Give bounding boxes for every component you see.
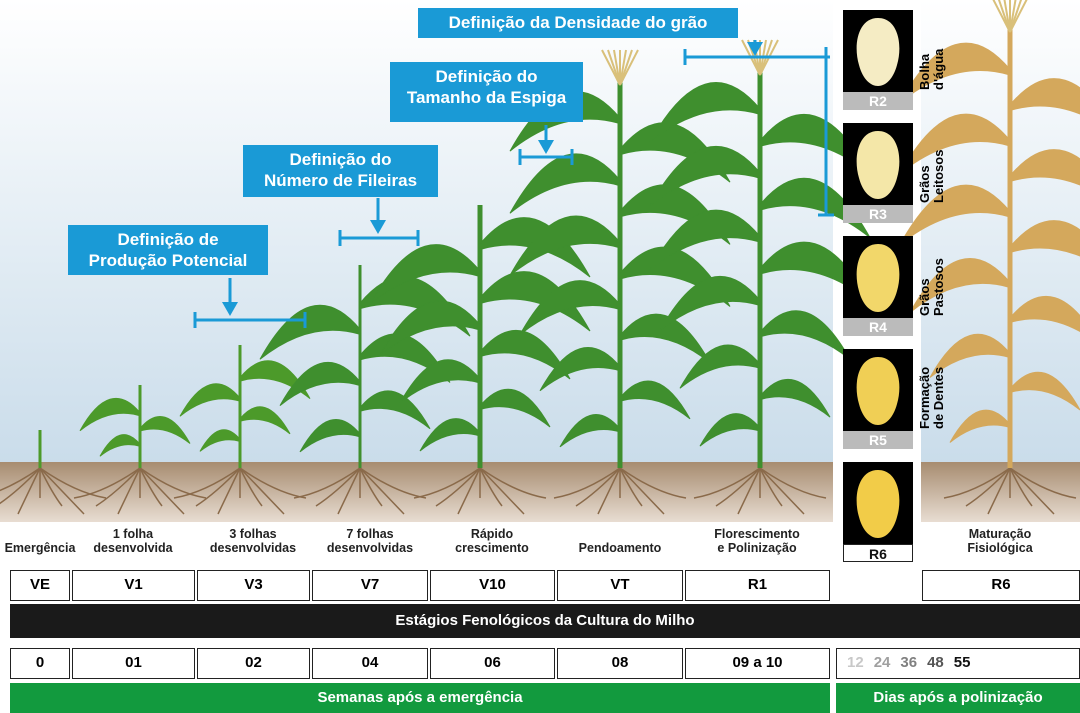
annotation-box: Definição deProdução Potencial bbox=[68, 225, 268, 275]
stage-description-line: Fisiológica bbox=[967, 541, 1032, 555]
annotation-text: Tamanho da Espiga bbox=[390, 87, 583, 108]
kernel-label-line: d'água bbox=[932, 49, 946, 90]
stage-description-line: Pendoamento bbox=[579, 541, 662, 555]
kernel-label-line: Leitosos bbox=[932, 150, 946, 203]
kernel bbox=[843, 236, 913, 318]
day-value: 36 bbox=[900, 654, 917, 671]
kernel-code: R3 bbox=[843, 205, 913, 223]
day-value: 24 bbox=[874, 654, 891, 671]
week-value: 0 bbox=[10, 648, 70, 679]
kernel bbox=[843, 349, 913, 431]
stage-code: VE bbox=[10, 570, 70, 601]
kernel-label-line: Bolha bbox=[918, 49, 932, 90]
week-value: 02 bbox=[197, 648, 310, 679]
stage-description-line: Emergência bbox=[5, 541, 76, 555]
weeks-banner: Semanas após a emergência bbox=[10, 683, 830, 713]
stage-description: 3 folhasdesenvolvidas bbox=[210, 527, 296, 555]
stage-description-line: e Polinização bbox=[714, 541, 799, 555]
annotation-text: Definição da Densidade do grão bbox=[418, 12, 738, 33]
kernel-label: Bolhad'água bbox=[918, 49, 946, 90]
week-value: 06 bbox=[430, 648, 555, 679]
annotation-text: Definição do bbox=[390, 66, 583, 87]
stage-description-line: 1 folha bbox=[93, 527, 172, 541]
kernel-shape bbox=[857, 357, 900, 425]
week-value: 09 a 10 bbox=[685, 648, 830, 679]
annotation-text: Produção Potencial bbox=[68, 250, 268, 271]
stage-code: V7 bbox=[312, 570, 428, 601]
kernel-code: R6 bbox=[843, 544, 913, 562]
stage-code: R6 bbox=[922, 570, 1080, 601]
annotation-box: Definição da Densidade do grão bbox=[418, 8, 738, 38]
stage-code: R1 bbox=[685, 570, 830, 601]
day-value: 12 bbox=[847, 654, 864, 671]
stage-description-line: crescimento bbox=[455, 541, 529, 555]
infographic: Definição deProdução PotencialDefinição … bbox=[0, 0, 1080, 713]
stage-description-line: desenvolvidas bbox=[210, 541, 296, 555]
day-value: 55 bbox=[954, 654, 971, 671]
kernel bbox=[843, 462, 913, 544]
stage-description-line: Florescimento bbox=[714, 527, 799, 541]
stage-code: V10 bbox=[430, 570, 555, 601]
day-value: 48 bbox=[927, 654, 944, 671]
stage-description-line: Rápido bbox=[455, 527, 529, 541]
phenology-banner: Estágios Fenológicos da Cultura do Milho bbox=[10, 604, 1080, 638]
kernel-code: R4 bbox=[843, 318, 913, 336]
stage-description: Emergência bbox=[5, 541, 76, 555]
week-value: 01 bbox=[72, 648, 195, 679]
kernel-label-line: de Dentes bbox=[932, 367, 946, 429]
stage-description-line: Maturação bbox=[967, 527, 1032, 541]
days-banner: Dias após a polinização bbox=[836, 683, 1080, 713]
kernel bbox=[843, 10, 913, 92]
week-value: 04 bbox=[312, 648, 428, 679]
stage-code: VT bbox=[557, 570, 683, 601]
stage-description: 7 folhasdesenvolvidas bbox=[327, 527, 413, 555]
stage-description-line: desenvolvidas bbox=[327, 541, 413, 555]
annotation-text: Número de Fileiras bbox=[243, 170, 438, 191]
kernel-shape bbox=[857, 470, 900, 538]
week-value: 08 bbox=[557, 648, 683, 679]
kernel-label-line: Grãos bbox=[918, 150, 932, 203]
stage-description-line: desenvolvida bbox=[93, 541, 172, 555]
kernel-label-line: Formação bbox=[918, 367, 932, 429]
annotation-text: Definição do bbox=[243, 149, 438, 170]
stage-code: V3 bbox=[197, 570, 310, 601]
stage-description-line: 7 folhas bbox=[327, 527, 413, 541]
kernel-shape bbox=[857, 131, 900, 199]
annotation-text: Definição de bbox=[68, 229, 268, 250]
stage-description: Pendoamento bbox=[579, 541, 662, 555]
stage-description-line: 3 folhas bbox=[210, 527, 296, 541]
kernel-code: R5 bbox=[843, 431, 913, 449]
kernel-shape bbox=[857, 244, 900, 312]
stage-code: V1 bbox=[72, 570, 195, 601]
kernel-label-line: Grãos bbox=[918, 258, 932, 316]
stage-description: MaturaçãoFisiológica bbox=[967, 527, 1032, 555]
kernel-label-line: Pastosos bbox=[932, 258, 946, 316]
days-row: 12 24 36 48 55 bbox=[836, 648, 1080, 679]
kernel-shape bbox=[857, 18, 900, 86]
kernel-label: GrãosPastosos bbox=[918, 258, 946, 316]
kernel-code: R2 bbox=[843, 92, 913, 110]
kernel bbox=[843, 123, 913, 205]
